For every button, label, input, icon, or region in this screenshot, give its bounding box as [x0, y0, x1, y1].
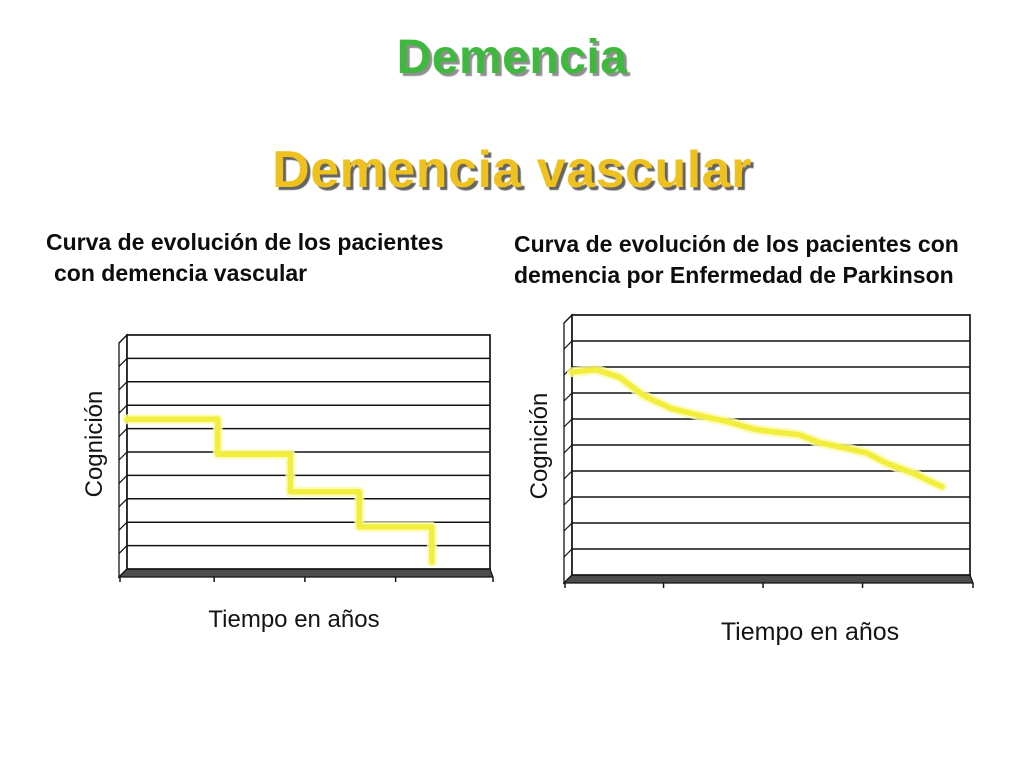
- vascular-chart-heading-line1: Curva de evolución de los pacientes: [46, 229, 444, 255]
- x-axis-floor: [117, 568, 494, 578]
- parkinson-chart-heading-line2: demencia por Enfermedad de Parkinson: [514, 262, 954, 288]
- y-axis-tick: [118, 334, 128, 344]
- cognition-curve: [124, 416, 435, 565]
- y-axis-tick: [118, 428, 128, 438]
- vascular-chart-heading-line2: con demencia vascular: [54, 260, 308, 286]
- parkinson-x-axis-label: Tiempo en años: [720, 618, 900, 646]
- y-axis-tick: [118, 357, 128, 367]
- y-axis-tick: [118, 545, 128, 555]
- y-axis-tick: [563, 418, 573, 428]
- parkinson-chart-canvas: [562, 313, 974, 588]
- x-axis-floor: [562, 574, 974, 584]
- y-axis-tick: [563, 470, 573, 480]
- y-axis-tick: [563, 522, 573, 532]
- y-axis-tick: [118, 451, 128, 461]
- y-axis-tick: [563, 340, 573, 350]
- vascular-chart-canvas: [117, 333, 494, 582]
- y-axis-tick: [118, 381, 128, 391]
- cognition-curve: [569, 366, 945, 490]
- parkinson-chart-heading: Curva de evolución de los pacientes con …: [514, 229, 1022, 291]
- slide-title: Demencia: [396, 31, 628, 84]
- y-axis-tick: [563, 444, 573, 454]
- y-axis-tick: [563, 496, 573, 506]
- y-axis-tick: [118, 498, 128, 508]
- y-axis-tick: [118, 404, 128, 414]
- slide-subtitle: Demencia vascular: [272, 141, 752, 199]
- vascular-chart-heading: Curva de evolución de los pacientes con …: [46, 227, 516, 289]
- y-axis-tick: [563, 548, 573, 558]
- y-axis-tick: [563, 314, 573, 324]
- vascular-x-axis-label: Tiempo en años: [208, 606, 380, 633]
- parkinson-chart-heading-line1: Curva de evolución de los pacientes con: [514, 231, 959, 257]
- y-axis-tick: [118, 521, 128, 531]
- y-axis-tick: [563, 392, 573, 402]
- y-axis-tick: [118, 474, 128, 484]
